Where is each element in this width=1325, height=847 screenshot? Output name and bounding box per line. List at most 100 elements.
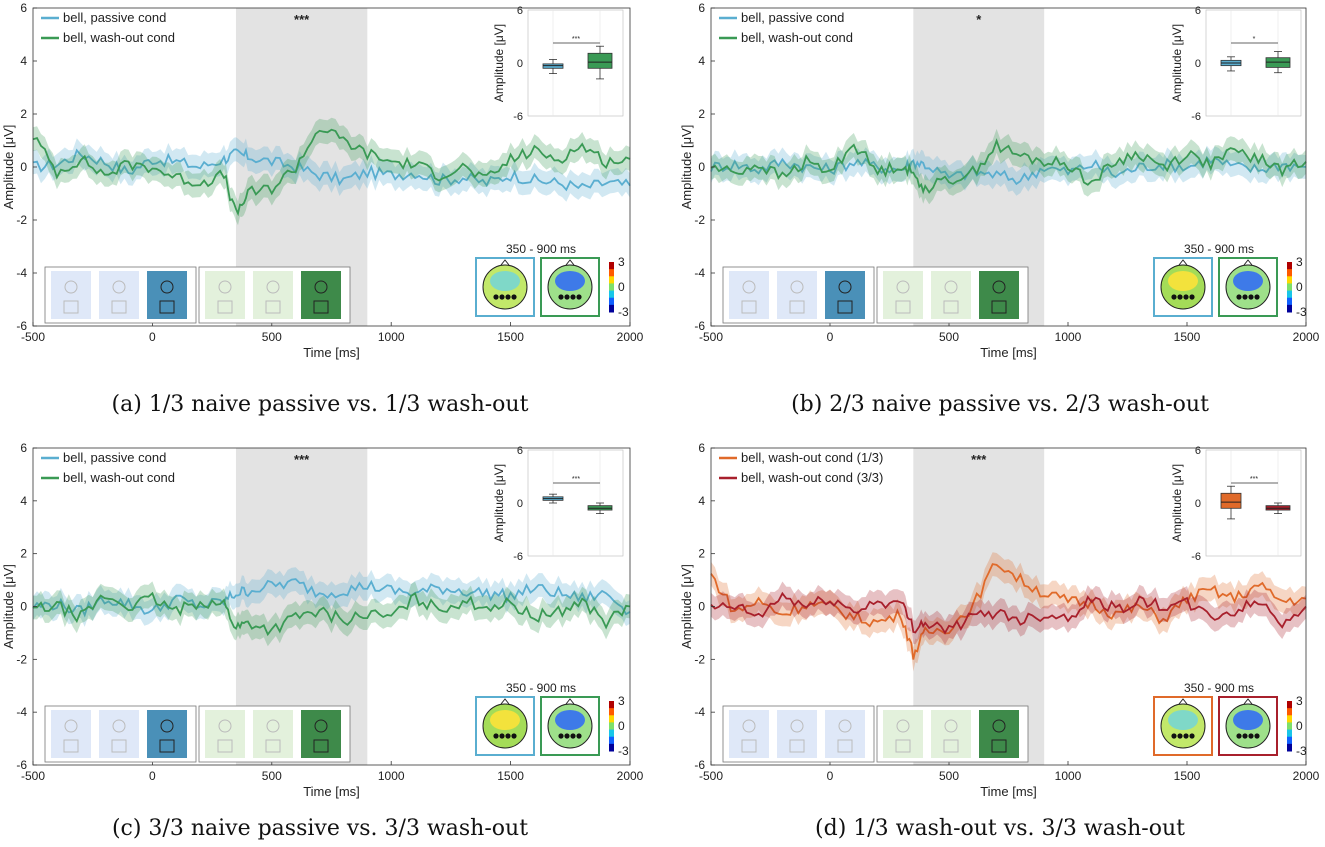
electrode-marker <box>499 733 505 739</box>
topo-hotspot <box>1233 710 1263 730</box>
electrode-marker <box>1236 733 1242 739</box>
bell-icon <box>218 719 232 733</box>
bell-icon <box>790 280 804 294</box>
bowl-icon <box>111 300 127 314</box>
series-band-1 <box>33 137 630 202</box>
legend-label: bell, passive cond <box>63 450 166 465</box>
bell-icon <box>266 719 280 733</box>
inset-boxplot: -6 0 6 Amplitude [μV] *** <box>1170 445 1302 563</box>
y-tick-label: -4 <box>694 266 705 280</box>
inset-y-tick-label: 0 <box>1195 498 1201 510</box>
x-tick-label: -500 <box>21 769 45 783</box>
x-tick-label: -500 <box>699 769 723 783</box>
bell-icon <box>992 280 1006 294</box>
colorbar-segment <box>1287 304 1292 313</box>
series-band-1 <box>711 552 1306 672</box>
x-tick-label: 1000 <box>1055 769 1082 783</box>
x-tick-label: 1500 <box>497 330 524 344</box>
epoch-segment <box>883 271 923 319</box>
colorbar-segment <box>1287 736 1292 745</box>
epoch-segment <box>729 710 769 758</box>
inset-significance: *** <box>572 476 580 483</box>
epoch-segment <box>729 271 769 319</box>
legend-label: bell, wash-out cond (3/3) <box>741 470 883 485</box>
bowl-icon <box>217 739 233 753</box>
epoch-diagram-1 <box>722 705 875 763</box>
colorbar-segment <box>1287 715 1292 723</box>
colorbar-segment <box>609 708 614 716</box>
electrode-marker <box>1177 733 1183 739</box>
colorbar-tick-label: -3 <box>1296 744 1307 758</box>
topo-hotspot <box>1168 710 1198 730</box>
bowl-icon <box>217 300 233 314</box>
bell-icon <box>160 280 174 294</box>
y-tick-label: 6 <box>20 1 27 15</box>
inset-y-tick-label: 0 <box>517 58 523 70</box>
bowl-icon <box>111 739 127 753</box>
colorbar-segment <box>1287 722 1292 731</box>
epoch-segment <box>979 710 1019 758</box>
bell-icon <box>314 280 328 294</box>
caption-a: (a) 1/3 naive passive vs. 1/3 wash-out <box>111 392 529 417</box>
electrode-marker <box>1248 294 1254 300</box>
epoch-diagram-1 <box>44 266 197 324</box>
topo-title: 350 - 900 ms <box>1184 242 1254 256</box>
topo-map-1 <box>475 696 535 756</box>
electrode-marker <box>564 733 570 739</box>
x-tick-label: 500 <box>262 769 282 783</box>
colorbar-segment <box>609 729 614 738</box>
y-axis-label: Amplitude [μV] <box>1 564 16 649</box>
topo-map-2 <box>540 696 600 756</box>
y-tick-label: -2 <box>694 652 705 666</box>
electrode-marker <box>1248 733 1254 739</box>
y-tick-label: -2 <box>16 213 27 227</box>
colorbar-segment <box>609 304 614 313</box>
colorbar: 3 0 -3 <box>1287 694 1307 758</box>
electrode-marker <box>499 294 505 300</box>
colorbar: 3 0 -3 <box>609 694 629 758</box>
x-tick-label: 2000 <box>1293 330 1320 344</box>
colorbar-tick-label: 0 <box>618 280 625 294</box>
x-tick-label: 500 <box>939 769 959 783</box>
electrode-marker <box>1183 294 1189 300</box>
colorbar-segment <box>609 297 614 306</box>
inset-boxplot: -6 0 6 Amplitude [μV] * <box>1170 5 1302 123</box>
epoch-diagram-2 <box>876 705 1029 763</box>
y-tick-label: -2 <box>16 652 27 666</box>
bowl-icon <box>943 300 959 314</box>
inset-significance: * <box>1253 36 1256 43</box>
epoch-segment <box>51 710 91 758</box>
bell-icon <box>896 280 910 294</box>
bell-icon <box>314 719 328 733</box>
electrode-marker <box>511 733 517 739</box>
bowl-icon <box>991 739 1007 753</box>
inset-y-tick-label: -6 <box>513 111 523 123</box>
epoch-diagram-2 <box>876 266 1029 324</box>
colorbar-tick-label: -3 <box>1296 305 1307 319</box>
y-tick-label: 6 <box>698 1 705 15</box>
x-tick-label: 2000 <box>617 330 644 344</box>
topo-map-2 <box>1218 257 1278 317</box>
y-tick-label: -2 <box>694 213 705 227</box>
topo-nose <box>1178 259 1188 266</box>
significance-marker: *** <box>294 452 310 467</box>
electrode-marker <box>1183 733 1189 739</box>
inset-frame <box>1205 449 1302 557</box>
topo-nose <box>500 698 510 705</box>
topo-title: 350 - 900 ms <box>506 242 576 256</box>
topo-nose <box>1178 698 1188 705</box>
epoch-segment <box>99 271 139 319</box>
colorbar-segment <box>609 743 614 752</box>
epoch-segment <box>301 710 341 758</box>
bell-icon <box>218 280 232 294</box>
x-axis-label: Time [ms] <box>303 345 360 360</box>
electrode-marker <box>511 294 517 300</box>
inset-y-axis-label: Amplitude [μV] <box>492 464 506 542</box>
bell-icon <box>992 719 1006 733</box>
inset-y-tick-label: 6 <box>517 5 523 17</box>
bell-icon <box>790 719 804 733</box>
y-tick-label: 2 <box>698 547 705 561</box>
x-tick-label: 1000 <box>1055 330 1082 344</box>
inset-y-axis-label: Amplitude [μV] <box>1170 24 1184 102</box>
